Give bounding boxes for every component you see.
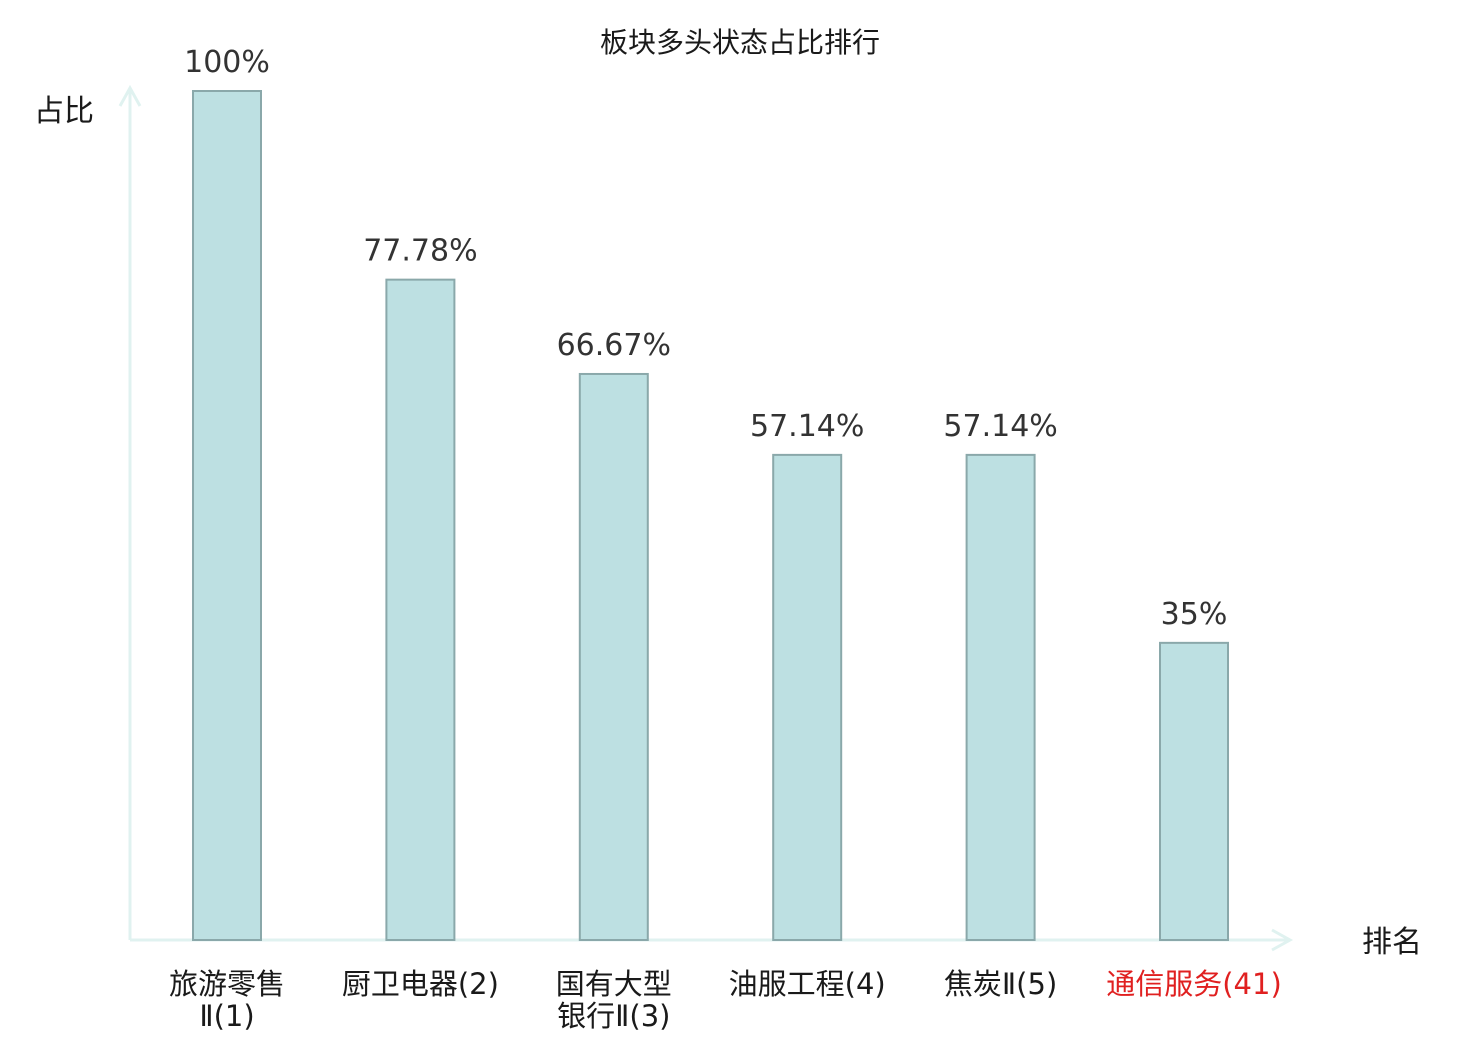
value-labels: 100% 77.78% 66.67% 57.14% 57.14% 35%: [184, 45, 1227, 632]
chart-title: 板块多头状态占比排行: [600, 26, 880, 59]
category-label: 焦炭Ⅱ(5): [944, 967, 1057, 1001]
bar: [965, 453, 1036, 941]
category-label: 通信服务(41): [1106, 967, 1282, 1001]
y-axis-label: 占比: [34, 94, 94, 129]
bar: [385, 278, 456, 941]
value-label: 77.78%: [363, 234, 477, 269]
category-label: 国有大型: [556, 967, 672, 1001]
axes: [118, 84, 1294, 952]
value-label: 57.14%: [750, 409, 864, 444]
bar: [578, 372, 649, 942]
category-label: Ⅱ(1): [199, 999, 254, 1033]
value-label: 35%: [1161, 597, 1228, 632]
category-label: 厨卫电器(2): [342, 967, 499, 1001]
category-label: 油服工程(4): [729, 967, 886, 1001]
bars: [192, 90, 1229, 942]
y-axis-arrow-icon: [118, 84, 142, 107]
bar: [772, 453, 843, 941]
category-label: 银行Ⅱ(3): [557, 999, 670, 1033]
value-label: 100%: [184, 45, 270, 80]
value-label: 66.67%: [557, 328, 671, 363]
x-axis-label: 排名: [1362, 925, 1422, 960]
value-label: 57.14%: [943, 409, 1057, 444]
category-label: 旅游零售: [169, 967, 285, 1001]
bar: [1159, 641, 1229, 941]
bar: [192, 90, 262, 941]
x-axis-arrow-icon: [1271, 928, 1294, 952]
